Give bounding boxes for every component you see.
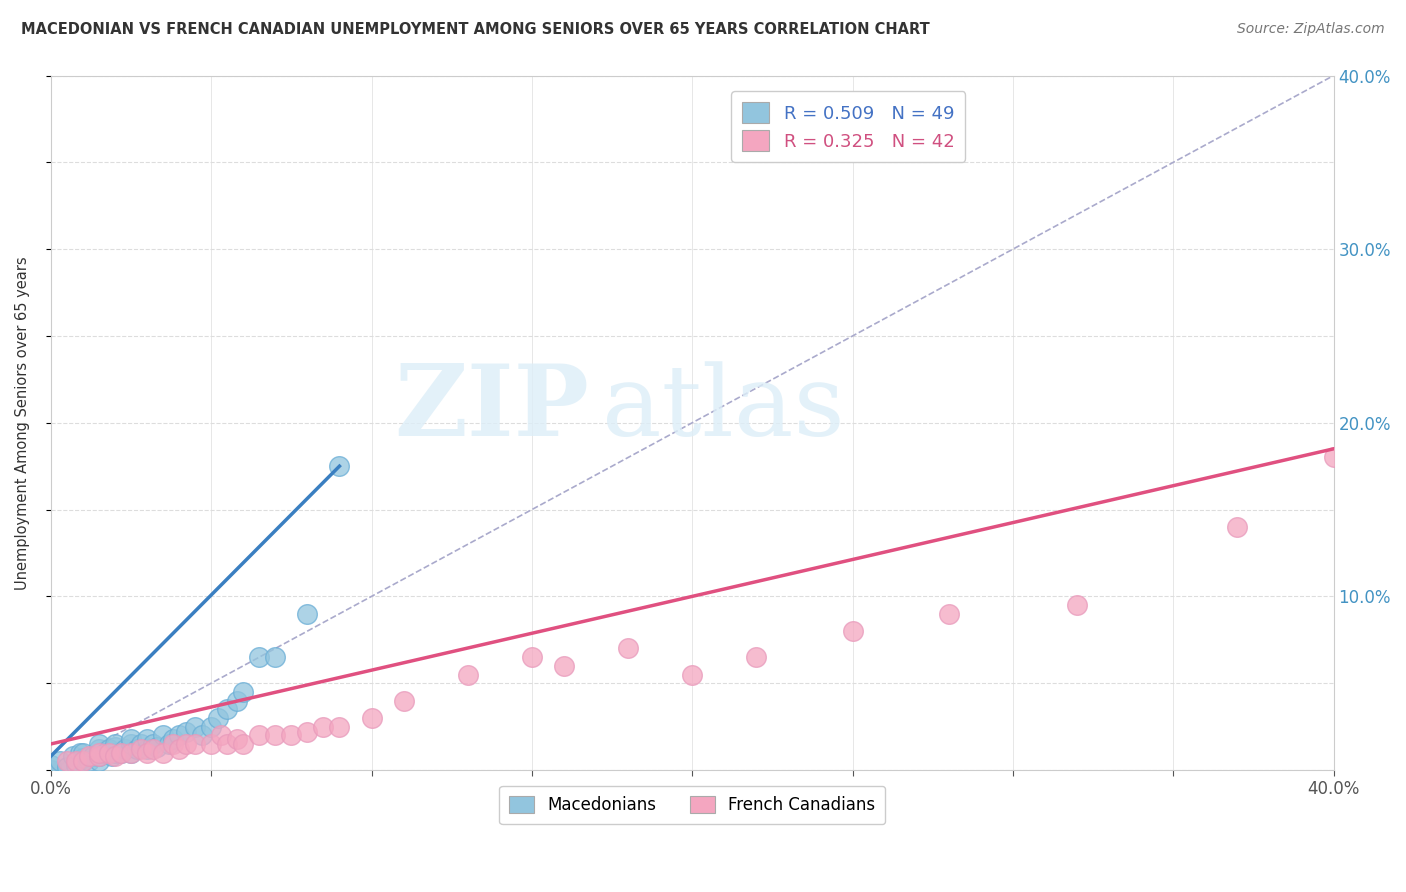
Point [87, 754, 110, 768]
Point [56, 754, 79, 768]
Point [174, 737, 197, 751]
Point [152, 746, 174, 760]
Point [232, 737, 254, 751]
Point [87, 749, 110, 764]
Point [297, 724, 319, 739]
Point [938, 607, 960, 621]
Text: MACEDONIAN VS FRENCH CANADIAN UNEMPLOYMENT AMONG SENIORS OVER 65 YEARS CORRELATI: MACEDONIAN VS FRENCH CANADIAN UNEMPLOYME… [21, 22, 929, 37]
Point [87, 737, 110, 751]
Point [136, 742, 159, 756]
Point [87, 746, 110, 760]
Point [167, 742, 190, 756]
Point [162, 737, 184, 751]
Text: atlas: atlas [602, 361, 845, 457]
Point [39, 763, 62, 777]
Point [65, 754, 87, 768]
Point [1323, 450, 1346, 465]
Point [87, 749, 110, 764]
Point [39, 757, 62, 772]
Point [120, 746, 142, 760]
Point [110, 746, 132, 760]
Point [297, 607, 319, 621]
Point [328, 720, 350, 734]
Text: ZIP: ZIP [395, 360, 589, 458]
Point [617, 641, 640, 656]
Point [217, 702, 239, 716]
Point [553, 658, 575, 673]
Point [225, 731, 247, 746]
Point [162, 731, 184, 746]
Point [82, 749, 104, 764]
Point [328, 459, 350, 474]
Point [360, 711, 382, 725]
Point [65, 757, 87, 772]
Point [142, 737, 165, 751]
Point [232, 685, 254, 699]
Point [145, 740, 167, 755]
Point [207, 711, 229, 725]
Point [114, 742, 136, 756]
Point [100, 749, 122, 764]
Point [520, 650, 543, 665]
Point [72, 754, 94, 768]
Point [120, 746, 142, 760]
Point [184, 720, 207, 734]
Point [142, 742, 165, 756]
Point [129, 742, 152, 756]
Point [217, 737, 239, 751]
Point [136, 746, 159, 760]
Point [1226, 520, 1249, 534]
Point [72, 754, 94, 768]
Point [110, 746, 132, 760]
Point [225, 693, 247, 707]
Point [184, 737, 207, 751]
Point [152, 728, 174, 742]
Point [72, 751, 94, 765]
Point [94, 746, 117, 760]
Point [87, 742, 110, 756]
Legend: Macedonians, French Canadians: Macedonians, French Canadians [499, 786, 886, 824]
Point [167, 728, 190, 742]
Point [127, 742, 149, 756]
Point [247, 728, 270, 742]
Point [129, 737, 152, 751]
Point [159, 737, 181, 751]
Point [62, 749, 84, 764]
Point [136, 731, 159, 746]
Y-axis label: Unemployment Among Seniors over 65 years: Unemployment Among Seniors over 65 years [15, 256, 30, 590]
Point [174, 724, 197, 739]
Point [312, 720, 335, 734]
Point [841, 624, 863, 639]
Point [72, 746, 94, 760]
Point [200, 737, 222, 751]
Point [120, 731, 142, 746]
Point [120, 737, 142, 751]
Point [97, 746, 120, 760]
Point [104, 737, 127, 751]
Point [49, 754, 72, 768]
Point [1066, 598, 1088, 612]
Point [79, 749, 101, 764]
Point [209, 728, 232, 742]
Point [247, 650, 270, 665]
Point [56, 759, 79, 773]
Point [200, 720, 222, 734]
Point [392, 693, 415, 707]
Point [457, 667, 479, 681]
Point [264, 728, 287, 742]
Point [79, 754, 101, 768]
Point [681, 667, 703, 681]
Point [280, 728, 302, 742]
Point [190, 728, 212, 742]
Point [104, 740, 127, 755]
Text: Source: ZipAtlas.com: Source: ZipAtlas.com [1237, 22, 1385, 37]
Point [104, 746, 127, 760]
Point [104, 749, 127, 764]
Point [69, 746, 91, 760]
Point [745, 650, 768, 665]
Point [264, 650, 287, 665]
Point [97, 742, 120, 756]
